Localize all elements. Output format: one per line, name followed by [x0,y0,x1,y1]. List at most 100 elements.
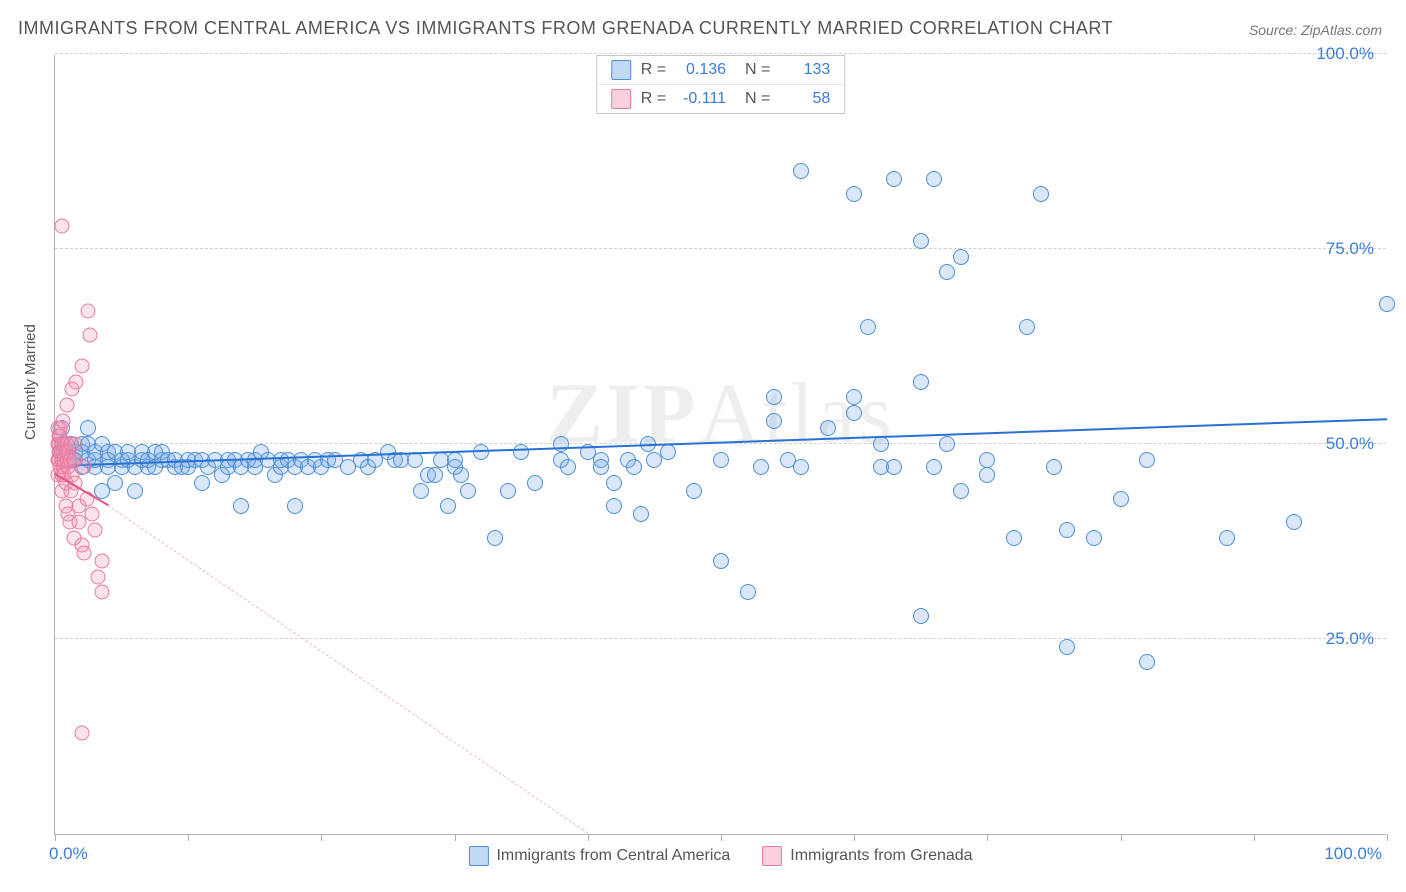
x-tick [55,834,56,841]
data-point [1286,514,1302,530]
y-axis-label: Currently Married [22,324,39,440]
data-point [713,452,729,468]
data-point [413,483,429,499]
data-point [85,507,100,522]
data-point [626,459,642,475]
legend-r-value: -0.111 [676,90,726,108]
data-point [1139,452,1155,468]
legend-row: R =0.136 N =133 [597,56,845,84]
x-tick [1254,834,1255,841]
data-point [1139,654,1155,670]
data-point [54,218,69,233]
legend-swatch [611,89,631,109]
data-point [59,398,74,413]
data-point [69,374,84,389]
data-point [527,475,543,491]
data-point [873,436,889,452]
data-point [753,459,769,475]
data-point [77,546,92,561]
data-point [860,319,876,335]
data-point [886,459,902,475]
data-point [793,459,809,475]
legend-swatch [611,60,631,80]
legend-r-label: R = [641,90,666,108]
y-tick-label: 50.0% [1326,434,1374,454]
data-point [560,459,576,475]
data-point [1019,319,1035,335]
legend-n-label: N = [736,61,770,79]
x-tick [588,834,589,841]
gridline [55,53,1386,54]
data-point [593,459,609,475]
data-point [74,359,89,374]
legend-label: Immigrants from Central America [496,847,730,865]
data-point [427,467,443,483]
data-point [633,506,649,522]
x-tick-label: 0.0% [49,844,88,864]
x-tick [854,834,855,841]
data-point [766,413,782,429]
data-point [926,171,942,187]
legend-label: Immigrants from Grenada [790,847,972,865]
x-tick [987,834,988,841]
trend-line [108,505,588,833]
legend-swatch [468,846,488,866]
data-point [793,163,809,179]
plot-area: ZIPAtlas R =0.136 N =133R =-0.111 N =58 … [54,55,1386,835]
data-point [766,389,782,405]
data-point [82,327,97,342]
data-point [460,483,476,499]
data-point [1219,530,1235,546]
legend-n-value: 133 [780,61,830,79]
data-point [1086,530,1102,546]
x-tick-label: 100.0% [1324,844,1382,864]
data-point [440,498,456,514]
data-point [939,436,955,452]
y-tick-label: 100.0% [1316,44,1374,64]
data-point [487,530,503,546]
data-point [820,420,836,436]
gridline [55,248,1386,249]
data-point [686,483,702,499]
data-point [660,444,676,460]
x-tick [1121,834,1122,841]
data-point [233,498,249,514]
data-point [80,420,96,436]
data-point [77,460,92,475]
legend-r-label: R = [641,61,666,79]
watermark: ZIPAtlas [546,363,895,463]
data-point [1379,296,1395,312]
data-point [74,725,89,740]
data-point [1006,530,1022,546]
x-tick [188,834,189,841]
data-point [553,436,569,452]
data-point [127,483,143,499]
data-point [1033,186,1049,202]
data-point [1059,639,1075,655]
legend-item: Immigrants from Central America [468,846,730,866]
data-point [913,374,929,390]
data-point [953,249,969,265]
legend-item: Immigrants from Grenada [762,846,972,866]
legend-n-value: 58 [780,90,830,108]
data-point [939,264,955,280]
data-point [94,554,109,569]
data-point [953,483,969,499]
source-label: Source: ZipAtlas.com [1249,22,1382,38]
data-point [740,584,756,600]
x-tick [455,834,456,841]
legend-n-label: N = [736,90,770,108]
data-point [500,483,516,499]
data-point [90,569,105,584]
data-point [979,452,995,468]
data-point [886,171,902,187]
data-point [453,467,469,483]
data-point [606,475,622,491]
data-point [606,498,622,514]
data-point [913,608,929,624]
x-tick [1387,834,1388,841]
data-point [846,389,862,405]
data-point [713,553,729,569]
data-point [107,475,123,491]
series-legend: Immigrants from Central America Immigrant… [468,846,972,866]
